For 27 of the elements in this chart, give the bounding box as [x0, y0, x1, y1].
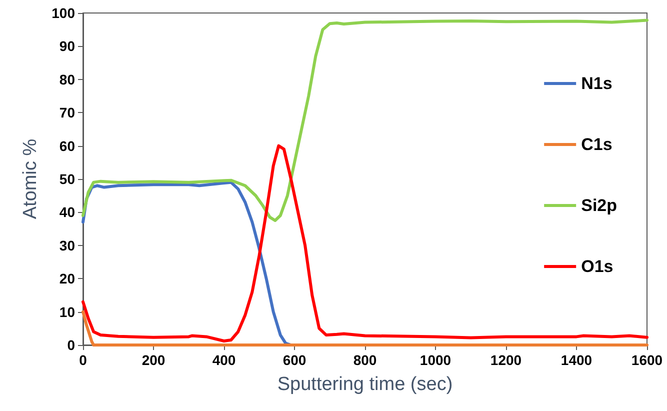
x-tick-label: 600 — [282, 352, 306, 368]
y-tick-label: 80 — [59, 71, 76, 88]
legend-label: C1s — [581, 135, 612, 154]
x-tick-label: 1600 — [631, 352, 663, 368]
y-tick-label: 60 — [59, 138, 76, 154]
x-tick-label: 0 — [79, 352, 88, 368]
x-tick-label: 1200 — [490, 352, 522, 368]
y-tick-label: 10 — [59, 304, 76, 320]
y-tick-label: 40 — [59, 204, 76, 220]
x-axis-title: Sputtering time (sec) — [277, 374, 453, 395]
y-tick-label: 50 — [59, 171, 76, 187]
y-tick-label: 70 — [59, 104, 76, 121]
y-tick-label: 30 — [59, 237, 76, 254]
legend-label: O1s — [581, 257, 614, 276]
x-tick-label: 400 — [212, 352, 236, 368]
x-tick-label: 1000 — [420, 352, 452, 368]
y-tick-label: 0 — [67, 337, 76, 353]
x-tick-label: 200 — [142, 352, 166, 368]
y-tick-label: 20 — [59, 270, 76, 287]
y-tick-label: 100 — [52, 5, 76, 21]
x-tick-label: 800 — [353, 352, 377, 368]
line-series — [82, 18, 648, 222]
legend-label: N1s — [581, 74, 612, 93]
y-tick-label: 90 — [59, 38, 76, 54]
y-axis-title: Atomic % — [20, 138, 41, 220]
x-tick-label: 1400 — [560, 352, 592, 368]
legend-label: Si2p — [581, 196, 618, 215]
